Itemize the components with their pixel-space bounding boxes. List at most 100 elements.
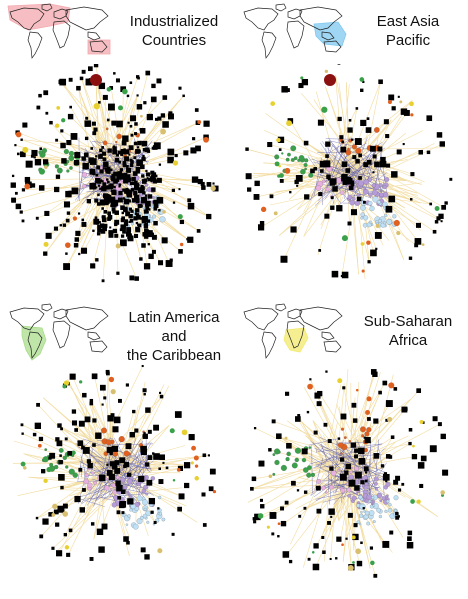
square-node xyxy=(139,217,143,220)
periphery-node xyxy=(15,131,22,138)
periphery-node xyxy=(341,543,344,547)
square-node xyxy=(142,434,145,438)
square-node xyxy=(65,218,70,223)
square-node xyxy=(123,175,126,178)
square-node xyxy=(14,144,17,147)
square-node xyxy=(110,204,113,207)
square-node xyxy=(116,173,123,180)
square-node xyxy=(61,158,67,164)
network-edge xyxy=(352,169,407,182)
square-node xyxy=(97,228,101,232)
square-node xyxy=(95,155,98,158)
network-core-edge xyxy=(109,452,142,498)
cluster-node xyxy=(361,434,365,438)
cluster-node xyxy=(87,482,93,488)
square-node xyxy=(116,120,123,128)
periphery-node xyxy=(396,230,401,236)
cluster-node xyxy=(115,140,118,144)
square-node xyxy=(134,194,140,200)
square-node xyxy=(98,82,106,90)
square-node xyxy=(207,454,210,457)
network-core-edge xyxy=(335,440,388,503)
square-node xyxy=(147,429,152,434)
periphery-node xyxy=(366,240,371,245)
square-node xyxy=(365,127,372,133)
network-core-edge xyxy=(329,452,335,505)
square-node xyxy=(111,190,117,196)
network-edge xyxy=(286,154,331,166)
network-core-edge xyxy=(361,137,368,155)
square-node xyxy=(108,196,116,203)
cluster-node xyxy=(379,192,384,198)
square-node xyxy=(117,171,123,176)
square-node xyxy=(101,207,104,210)
network-core-edge xyxy=(81,181,101,205)
square-node xyxy=(436,132,443,138)
square-node xyxy=(125,151,129,154)
square-node xyxy=(156,197,164,204)
square-node xyxy=(143,209,149,214)
square-node xyxy=(152,177,157,182)
square-node xyxy=(56,440,63,447)
cluster-node xyxy=(136,495,143,502)
square-node xyxy=(81,156,86,161)
network-core-edge xyxy=(315,492,346,500)
network-edge xyxy=(74,422,105,461)
square-node xyxy=(128,213,133,219)
square-node xyxy=(145,407,151,413)
square-node xyxy=(127,472,132,477)
square-node xyxy=(118,185,121,188)
cluster-node xyxy=(293,156,298,161)
square-node xyxy=(432,229,437,234)
cluster-node xyxy=(366,427,372,433)
cluster-node xyxy=(145,183,149,187)
square-node xyxy=(388,455,393,459)
square-node xyxy=(116,271,120,275)
square-node xyxy=(119,457,126,464)
square-node xyxy=(340,274,343,278)
periphery-node xyxy=(307,383,313,390)
cluster-node xyxy=(348,440,352,443)
continent-outline-se-asia xyxy=(321,31,335,41)
periphery-node xyxy=(351,535,356,540)
square-node xyxy=(351,402,357,408)
square-node xyxy=(81,69,86,74)
cluster-node xyxy=(274,448,281,455)
periphery-node xyxy=(419,420,424,424)
square-node xyxy=(101,180,104,183)
square-node xyxy=(107,211,111,216)
square-node xyxy=(414,238,422,245)
network-core-edge xyxy=(321,460,358,468)
cluster-node xyxy=(68,468,75,475)
square-node xyxy=(102,157,107,162)
region-title-latin-america: Latin America and the Caribbean xyxy=(126,309,222,364)
square-node xyxy=(122,229,126,234)
square-node xyxy=(344,470,349,475)
cluster-node xyxy=(110,488,113,491)
square-node xyxy=(358,176,362,180)
square-node xyxy=(10,182,16,188)
square-node xyxy=(271,532,275,536)
square-node xyxy=(160,113,166,118)
square-node xyxy=(78,420,85,427)
square-node xyxy=(102,215,106,219)
cluster-node xyxy=(369,205,375,212)
cluster-node xyxy=(335,177,342,184)
square-node xyxy=(347,221,352,226)
hub-node xyxy=(324,74,336,86)
square-node xyxy=(90,263,96,269)
periphery-node xyxy=(388,382,395,389)
square-node xyxy=(323,422,328,427)
network-core-edge xyxy=(113,437,130,467)
square-node xyxy=(279,178,284,183)
square-node xyxy=(153,203,159,208)
periphery-node xyxy=(352,561,355,564)
continent-outline-africa xyxy=(286,320,305,349)
square-node xyxy=(190,147,197,154)
periphery-node xyxy=(284,167,291,174)
square-node xyxy=(101,217,107,223)
square-node xyxy=(269,512,277,519)
periphery-node xyxy=(169,428,175,434)
cluster-node xyxy=(56,167,63,174)
square-node xyxy=(128,145,134,151)
